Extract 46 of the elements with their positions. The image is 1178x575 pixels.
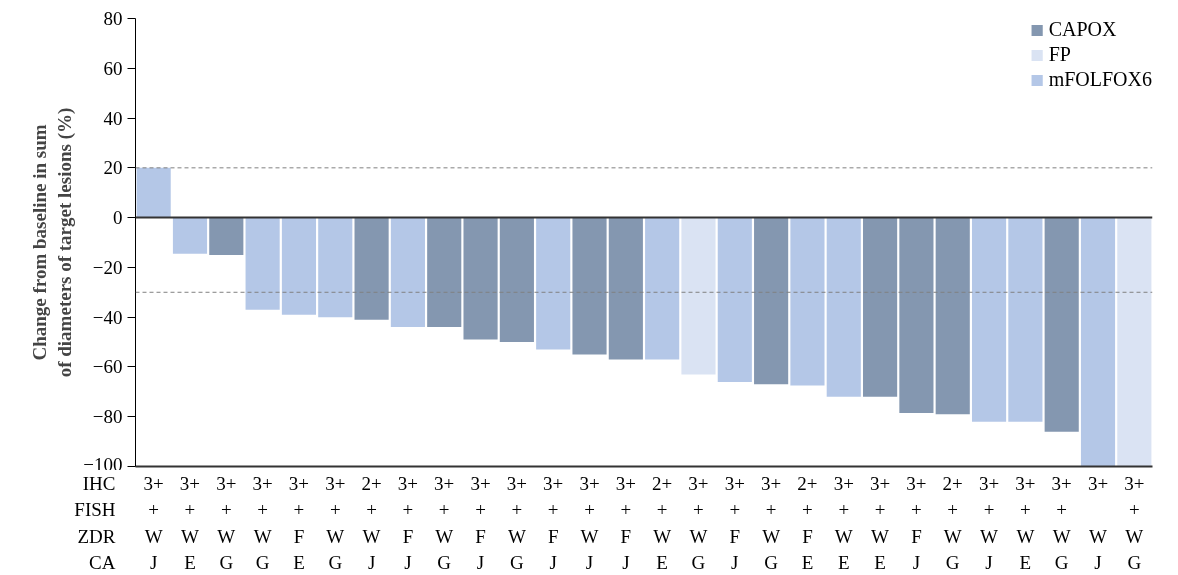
text: ZDR [77,525,116,547]
x-tick-label: 3+ + W E [869,473,891,573]
x-tick-label: 3+ + F E [288,473,310,573]
category-label: 3+ W J [1087,473,1109,573]
y-tick-label: −60 [92,356,123,378]
y-tick-label: −40 [92,306,123,328]
x-tick-label: 3+ + W G [506,473,527,573]
legend-label: CAPOX [1048,18,1117,41]
text: FISH [74,499,116,521]
x-tick-label: 3+ + W G [325,473,346,573]
x-tick-label: 3+ + W E [833,473,854,573]
x-tick-label: 3+ + F J [470,473,491,573]
x-tick-label: 2+ + F E [797,473,818,573]
x-tick-label: 3+ + W J [579,473,600,573]
y-tick-label: 0 [113,207,123,229]
legend-label: mFOLFOX6 [1048,68,1152,91]
x-tick-label: 3+ + W G [1051,473,1072,573]
y-tick-label: −80 [92,406,123,428]
x-tick-label: 3+ + F J [397,473,419,573]
x-tick-label: 3+ + W J [143,473,164,573]
x-tick-label: 3+ + W G [216,473,237,573]
text: IHC [82,473,116,495]
y-tick-label: 40 [103,107,123,129]
x-tick-label: 3+ + W G [1124,473,1145,573]
y-tick-label: 20 [103,157,123,179]
x-tick-label: 3+ + W E [1015,473,1036,573]
y-tick-label: 80 [103,8,123,29]
legend-label: FP [1048,43,1071,66]
y-tick-label: 60 [103,57,123,79]
x-tick-label: 3+ + W G [252,473,273,573]
x-tick-label: 3+ + W G [688,473,709,573]
x-tick-label: 3+ + W G [434,473,455,573]
x-tick-label: 3+ + F J [543,473,564,573]
x-tick-label: 2+ + W G [942,473,963,573]
y-tick-label: −100 [83,453,123,475]
x-tick-label: 3+ + F J [724,473,745,573]
y-axis-title: Change from baseline in sum of diameters of target lesions (%) [29,107,77,378]
x-tick-label: 3+ + W G [761,473,782,573]
x-tick-label: 3+ + F J [615,473,636,573]
x-tick-label: 3+ + W J [978,473,1000,573]
x-tick-label: 2+ + W E [652,473,673,573]
x-tick-label: 3+ + W E [179,473,201,573]
text: CA [89,551,116,573]
x-tick-label: 3+ + F J [906,473,927,573]
y-tick-label: −20 [92,256,123,278]
x-tick-label: 2+ + W J [361,473,382,573]
